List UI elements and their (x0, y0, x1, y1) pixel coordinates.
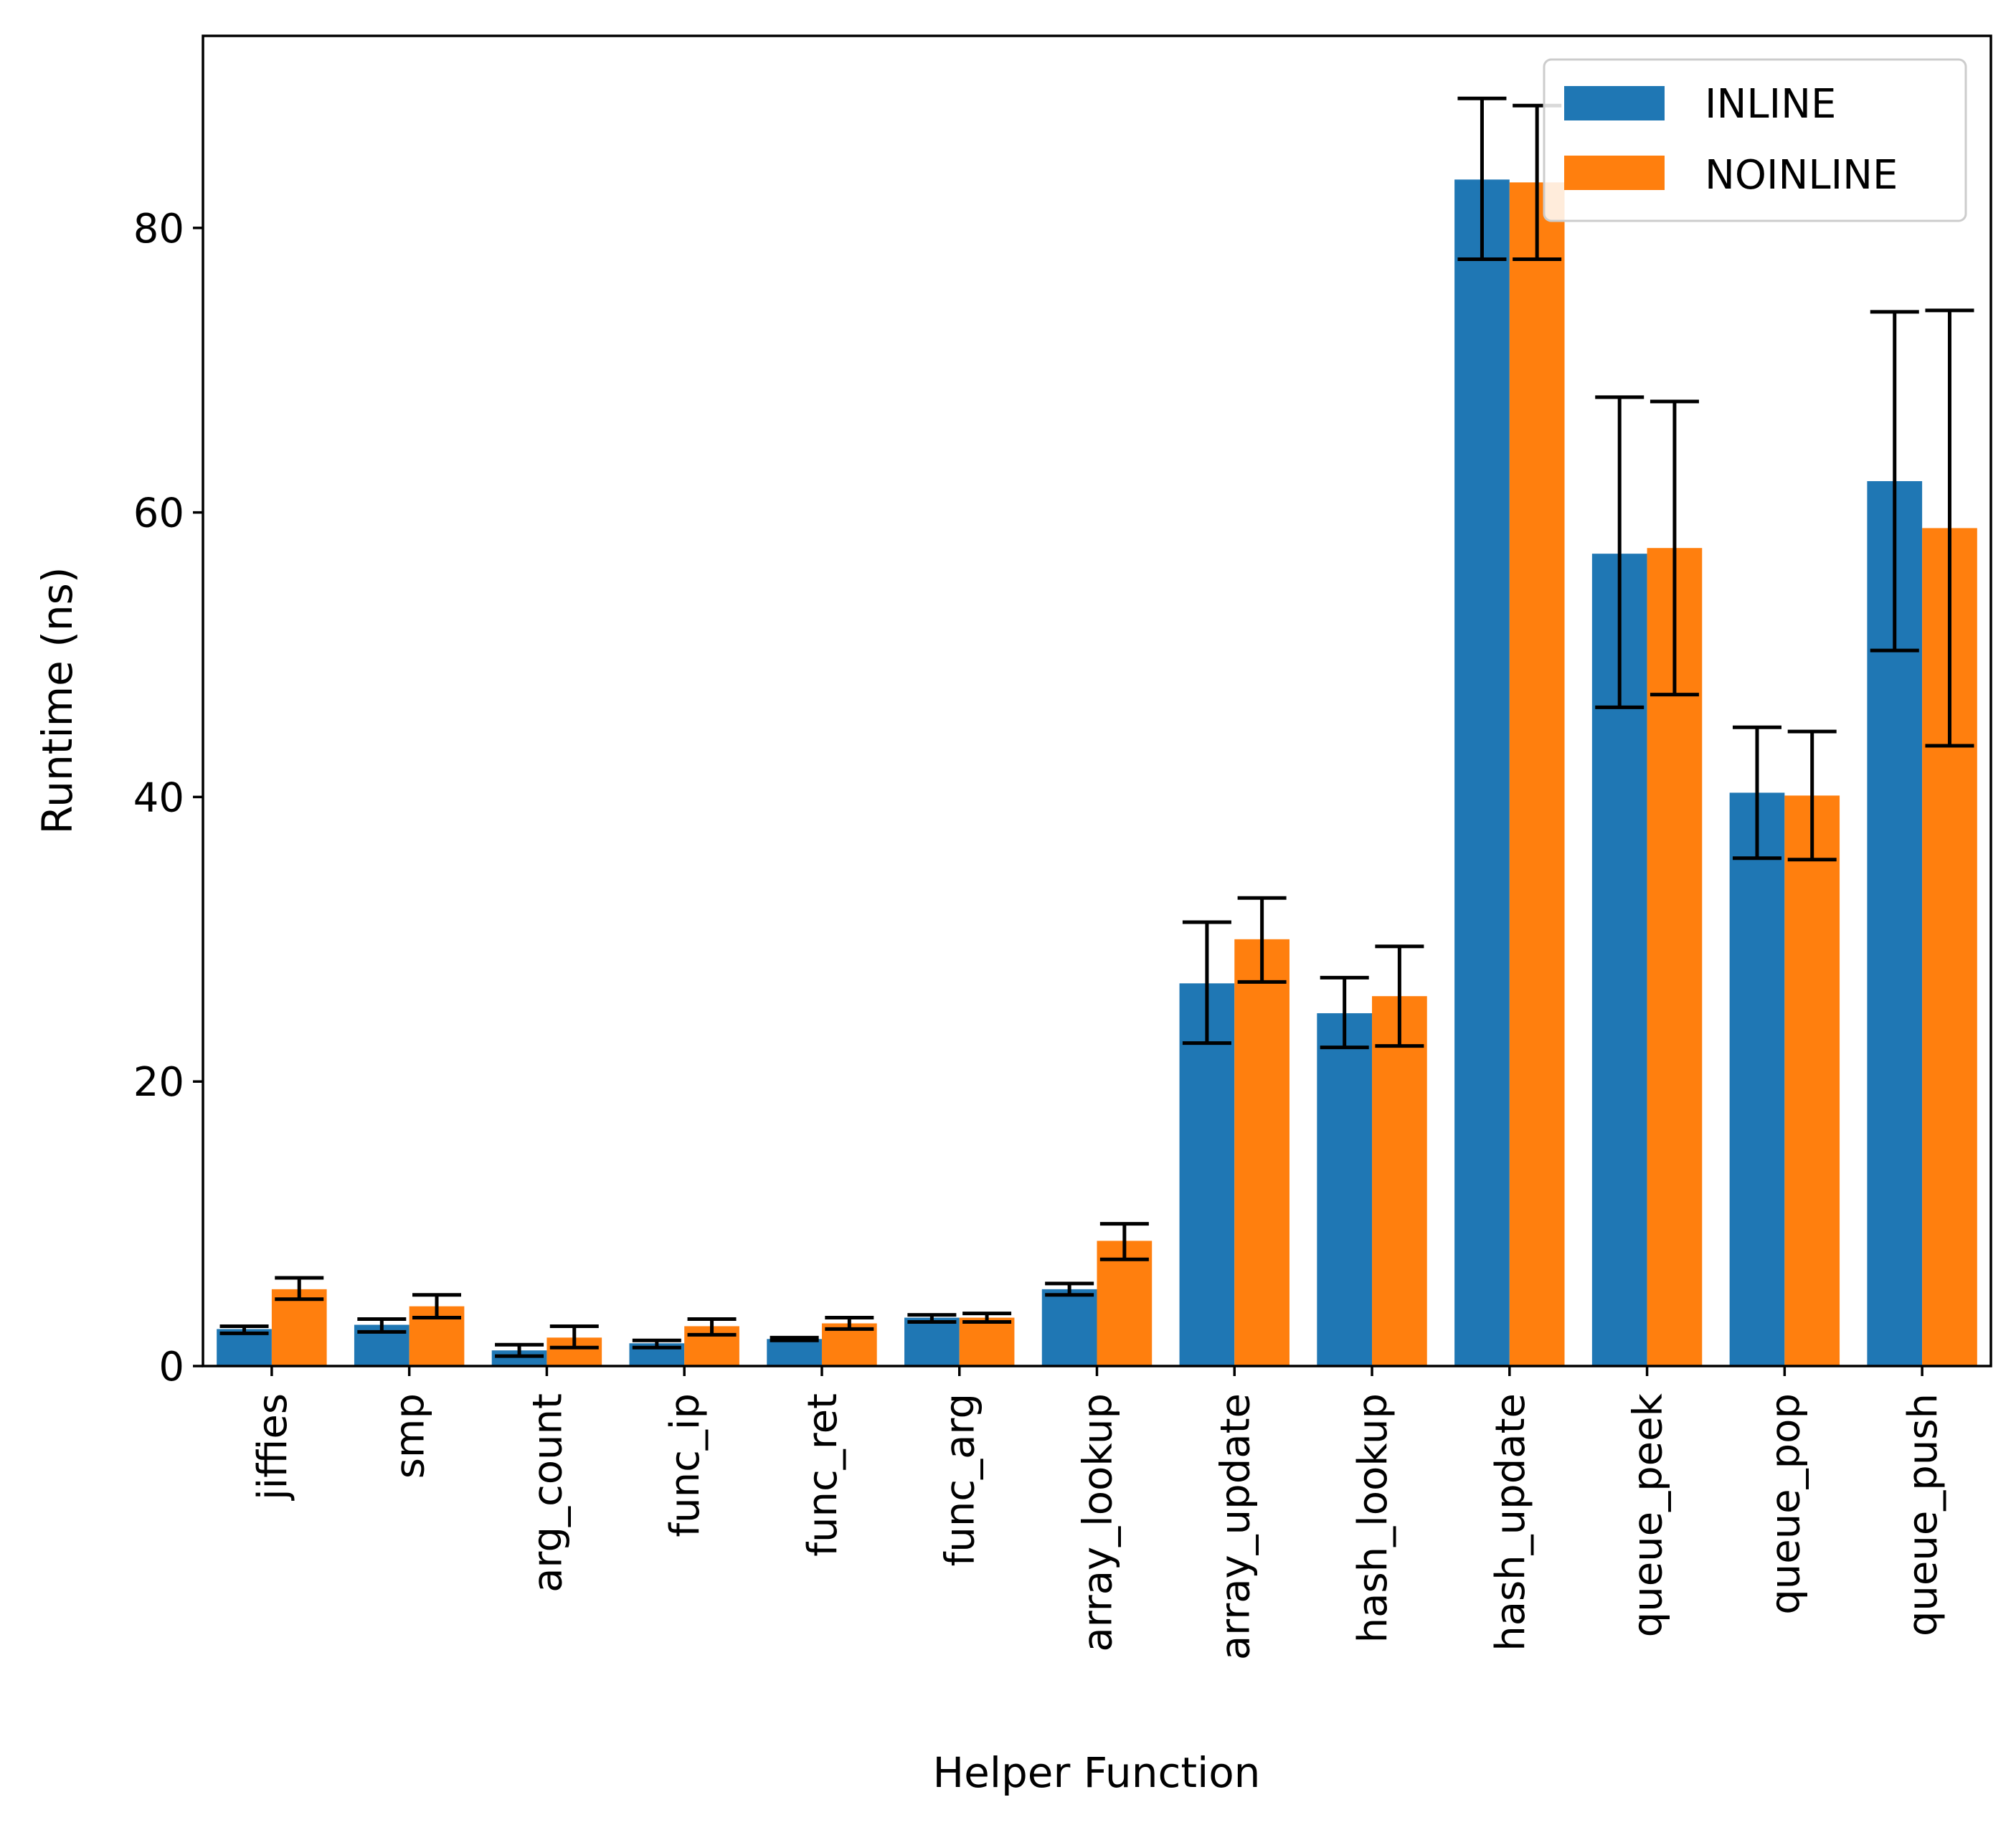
legend: INLINE NOINLINE (1543, 58, 1967, 222)
bar-noinline-array-update (1234, 939, 1289, 1366)
error-bar-noinline-jiffies (275, 1276, 324, 1302)
x-tick-label-array-update: array_update (1212, 1393, 1259, 1660)
x-tick-label-jiffies: jiffies (250, 1393, 296, 1502)
x-tick-label-func-ip: func_ip (662, 1393, 709, 1537)
error-bar-inline-array-lookup (1045, 1281, 1094, 1297)
bar-inline-hash-update (1454, 179, 1510, 1367)
error-bar-inline-queue-peek (1595, 395, 1644, 709)
error-bar-noinline-func-ret (825, 1316, 874, 1331)
error-bar-inline-jiffies (219, 1324, 269, 1335)
error-bar-noinline-array-update (1237, 896, 1287, 984)
bars-layer (217, 179, 1977, 1367)
y-tick-label-40: 40 (133, 774, 184, 821)
y-axis: 0 20 40 60 80 (133, 206, 203, 1390)
x-tick-label-hash-lookup: hash_lookup (1350, 1393, 1396, 1643)
legend-label-noinline: NOINLINE (1705, 152, 1898, 199)
legend-swatch-noinline (1564, 156, 1665, 190)
error-bars-layer (219, 96, 1974, 1358)
error-bar-inline-smp (357, 1317, 407, 1334)
error-bar-inline-queue-pop (1732, 725, 1781, 861)
x-tick-label-func-arg: func_arg (937, 1393, 984, 1566)
bar-inline-array-lookup (1041, 1289, 1097, 1366)
x-tick-label-hash-update: hash_update (1487, 1393, 1534, 1651)
bar-noinline-queue-pop (1784, 795, 1840, 1366)
error-bar-noinline-array-lookup (1099, 1222, 1149, 1261)
x-tick-label-queue-pop: queue_pop (1762, 1393, 1809, 1615)
error-bar-noinline-hash-lookup (1375, 944, 1424, 1048)
error-bar-inline-func-ip (632, 1338, 681, 1350)
error-bar-noinline-queue-push (1925, 308, 1974, 748)
bar-inline-queue-pop (1729, 792, 1785, 1366)
bar-noinline-jiffies (271, 1289, 327, 1366)
error-bar-noinline-func-arg (962, 1312, 1012, 1324)
x-tick-label-arg-count: arg_count (524, 1393, 571, 1593)
error-bar-noinline-queue-peek (1650, 399, 1699, 697)
bar-noinline-hash-update (1509, 182, 1565, 1366)
x-tick-label-smp: smp (387, 1393, 434, 1479)
error-bar-inline-hash-update (1457, 96, 1507, 261)
y-tick-label-80: 80 (133, 206, 184, 252)
error-bar-noinline-queue-pop (1787, 729, 1837, 862)
x-axis: jiffies smp arg_count func_ip func_ret func_a… (250, 1366, 1946, 1660)
x-axis-label: Helper Function (933, 1748, 1261, 1797)
error-bar-noinline-smp (412, 1293, 462, 1320)
bar-inline-func-arg (904, 1317, 960, 1366)
bar-inline-array-update (1179, 983, 1235, 1366)
error-bar-inline-func-arg (907, 1313, 957, 1324)
x-tick-label-array-lookup: array_lookup (1075, 1393, 1122, 1652)
bar-noinline-array-lookup (1097, 1241, 1153, 1366)
error-bar-inline-hash-lookup (1320, 975, 1369, 1050)
legend-label-inline: INLINE (1705, 81, 1836, 128)
y-tick-label-60: 60 (133, 490, 184, 537)
error-bar-noinline-arg-count (549, 1324, 599, 1350)
legend-swatch-inline (1564, 86, 1665, 120)
error-bar-inline-func-ret (770, 1335, 819, 1342)
bar-inline-hash-lookup (1317, 1013, 1373, 1366)
error-bar-noinline-func-ip (687, 1317, 737, 1337)
bar-noinline-hash-lookup (1372, 996, 1427, 1366)
bar-inline-jiffies (217, 1329, 272, 1366)
error-bar-inline-arg-count (495, 1342, 544, 1358)
bar-noinline-func-arg (959, 1317, 1015, 1366)
y-tick-label-20: 20 (133, 1059, 184, 1106)
bar-inline-func-ret (767, 1339, 822, 1366)
x-tick-label-queue-peek: queue_peek (1625, 1393, 1672, 1637)
x-tick-label-queue-push: queue_push (1900, 1393, 1946, 1636)
y-tick-label-0: 0 (158, 1344, 184, 1390)
error-bar-inline-queue-push (1870, 310, 1919, 653)
y-axis-label: Runtime (ns) (33, 567, 82, 835)
x-tick-label-func-ret: func_ret (800, 1393, 846, 1557)
error-bar-inline-array-update (1182, 920, 1231, 1046)
